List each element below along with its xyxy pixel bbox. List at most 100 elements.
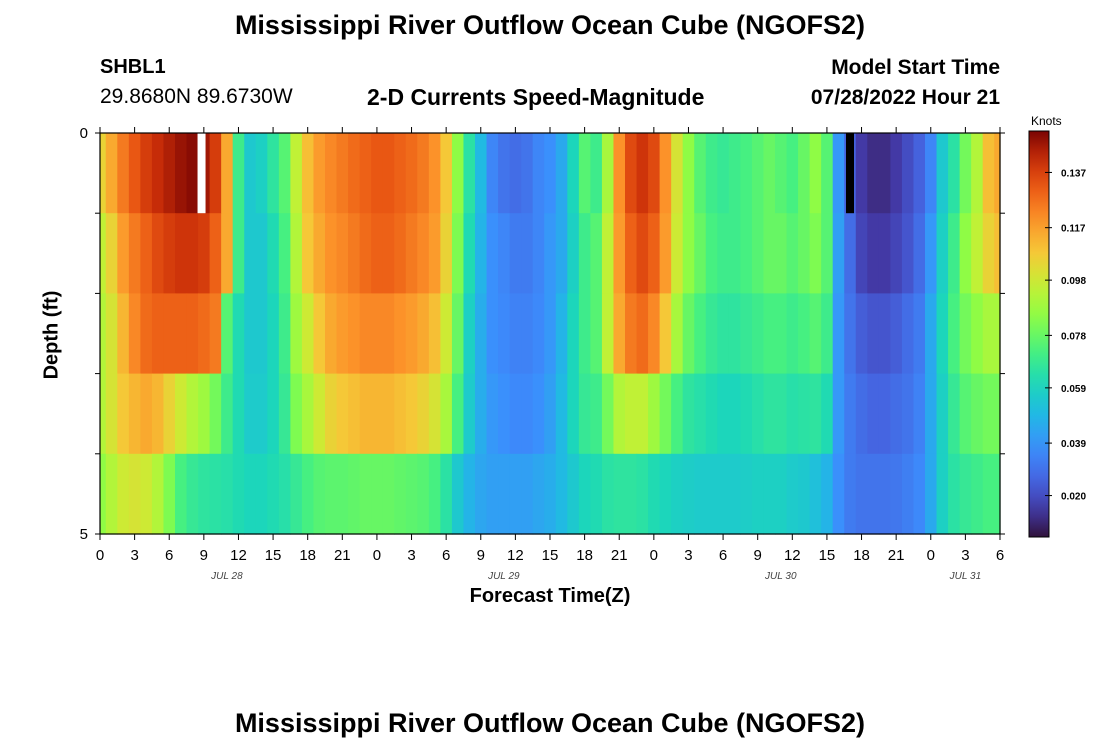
heatmap-cell: [775, 133, 788, 214]
heatmap-cell: [751, 373, 765, 455]
heatmap-cell: [463, 133, 476, 214]
heatmap-cell: [659, 133, 672, 214]
heatmap-cell: [671, 133, 684, 214]
heatmap-cell: [151, 133, 165, 214]
x-tick-label: 18: [576, 547, 593, 564]
heatmap-cell: [959, 293, 972, 375]
heatmap-cell: [751, 213, 765, 294]
x-axis-ticks: 0 3 6 9 12 15 18 21 0 3 6 9 12 15 18 21 0 3 6 9 12 15 18 21 0 3 6: [96, 127, 1004, 564]
heatmap-cell: [982, 453, 995, 535]
heatmap-cell: [555, 133, 568, 214]
heatmap-cell: [890, 373, 903, 455]
x-tick-label: 3: [684, 547, 692, 564]
heatmap-cell: [198, 293, 211, 375]
heatmap-cell: [694, 453, 707, 535]
heatmap-cell: [232, 213, 245, 294]
heatmap-cell: [636, 213, 649, 294]
heatmap-cell: [290, 293, 303, 375]
heatmap-cell: [717, 213, 730, 294]
heatmap-cell: [544, 293, 557, 375]
heatmap-cell: [821, 213, 834, 294]
colorbar: 0.020 0.039 0.059 0.078 0.098 0.117 0.137: [1028, 130, 1086, 538]
heatmap-cell: [498, 133, 511, 214]
heatmap-cell: [371, 453, 384, 535]
heatmap-cell: [971, 213, 984, 294]
heatmap-cell: [117, 213, 130, 294]
heatmap-cell: [728, 373, 741, 455]
heatmap-cell: [763, 293, 776, 375]
heatmap-cell: [359, 453, 372, 535]
heatmap-cell: [613, 293, 626, 375]
heatmap-cell: [751, 293, 765, 375]
heatmap-cell: [821, 293, 834, 375]
colorbar-tick-label: 0.059: [1061, 384, 1086, 395]
heatmap-cell: [313, 373, 326, 455]
heatmap-cell: [498, 293, 511, 375]
heatmap-cell: [532, 133, 545, 214]
x-tick-label: 12: [507, 547, 524, 564]
heatmap-cell: [325, 373, 338, 455]
model-start-label: Model Start Time: [831, 56, 1000, 79]
heatmap-cell: [105, 453, 118, 535]
heatmap-cell: [832, 373, 845, 455]
heatmap-cell: [405, 453, 418, 535]
heatmap-cell: [740, 373, 753, 455]
heatmap-cell: [925, 133, 938, 214]
heatmap-cell: [601, 133, 615, 214]
heatmap-cell: [625, 213, 638, 294]
heatmap-cell: [959, 133, 972, 214]
heatmap-cell: [948, 453, 961, 535]
heatmap-cell: [798, 293, 811, 375]
heatmap-cell: [371, 293, 384, 375]
heatmap-cell: [728, 213, 741, 294]
heatmap-cell: [463, 293, 476, 375]
heatmap-cell: [705, 133, 718, 214]
heatmap-cell: [221, 213, 234, 294]
heatmap-cell: [890, 293, 903, 375]
date-label: JUL 29: [487, 571, 520, 582]
heatmap-cell: [405, 213, 418, 294]
heatmap-cell: [601, 453, 615, 535]
heatmap-cell: [255, 133, 268, 214]
heatmap-cell: [948, 213, 961, 294]
heatmap-cell: [971, 373, 984, 455]
station-coordinates: 29.8680N 89.6730W: [100, 85, 293, 108]
heatmap-cell: [325, 213, 338, 294]
heatmap-cell: [601, 213, 615, 294]
colorbar-tick-label: 0.098: [1061, 276, 1086, 287]
heatmap-cell: [348, 213, 361, 294]
heatmap-cell: [590, 213, 603, 294]
heatmap-cell: [405, 133, 418, 214]
heatmap-cell: [394, 373, 407, 455]
heatmap-cell: [878, 133, 891, 214]
x-axis-label: Forecast Time(Z): [469, 585, 631, 607]
heatmap-cell: [301, 213, 315, 294]
heatmap-cell: [648, 133, 661, 214]
heatmap-cell: [140, 133, 153, 214]
heatmap-cell: [659, 293, 672, 375]
heatmap-cell: [301, 373, 315, 455]
x-tick-label: 3: [407, 547, 415, 564]
heatmap-cell: [578, 453, 591, 535]
heatmap-cell: [382, 293, 395, 375]
heatmap-cell: [244, 213, 257, 294]
heatmap-cell: [428, 133, 441, 214]
heatmap-cell: [544, 373, 557, 455]
heatmap-cell: [936, 373, 949, 455]
heatmap-cell: [140, 213, 153, 294]
heatmap-cell: [521, 373, 534, 455]
heatmap-cell: [705, 213, 718, 294]
heatmap-cell: [809, 133, 822, 214]
heatmap-cell: [775, 453, 788, 535]
x-tick-label: 9: [754, 547, 762, 564]
masked-cell: [197, 133, 206, 214]
heatmap-cell: [117, 373, 130, 455]
heatmap-cell: [498, 213, 511, 294]
heatmap-cell: [486, 293, 499, 375]
heatmap-cell: [717, 453, 730, 535]
heatmap-cell: [290, 133, 303, 214]
heatmap-cell: [728, 133, 741, 214]
heatmap-cell: [209, 453, 222, 535]
heatmap-cell: [913, 373, 926, 455]
heatmap-cell: [186, 293, 199, 375]
